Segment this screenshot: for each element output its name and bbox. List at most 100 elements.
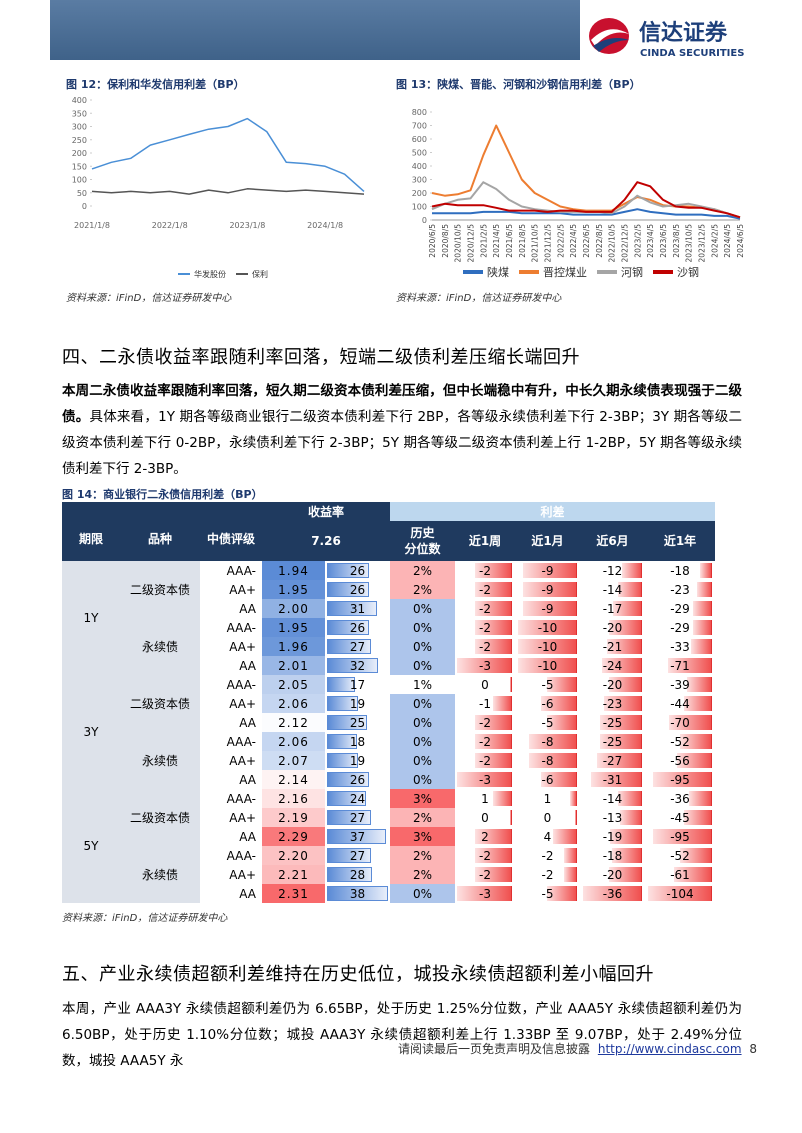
cell-text: 0% <box>412 734 433 749</box>
table-cell: -10 <box>515 656 580 675</box>
footer-url[interactable]: http://www.cindasc.com <box>597 1042 742 1056</box>
table-cell: -36 <box>645 789 715 808</box>
data-bar <box>327 639 371 654</box>
table-cell: 27 <box>325 846 390 865</box>
cell-text: -2 <box>479 734 491 749</box>
data-bar <box>582 886 642 901</box>
cell-text: -23 <box>670 582 690 597</box>
table-cell: -5 <box>515 713 580 732</box>
table-row: AA 2.29 37 3% 2 4 -19 -95 <box>62 827 715 846</box>
table-row: 永续债 AAA- 2.06 18 0% -2 -8 -25 -52 <box>62 732 715 789</box>
table-cell: AAA- <box>200 675 262 694</box>
cell-text: -2 <box>479 563 491 578</box>
data-bar <box>327 582 370 597</box>
chart: 图 13：陕煤、晋能、河钢和沙钢信用利差（BP） 0 100 200 300 400 500… <box>396 77 745 279</box>
data-bar <box>674 867 712 882</box>
table-cell: 2% <box>390 580 455 599</box>
table-cell: 0% <box>390 713 455 732</box>
x-tick-label: 2023/4/5 <box>646 224 655 258</box>
table-cell: 0% <box>390 751 455 770</box>
cell-text: 37 <box>349 829 366 844</box>
cell-text: -2 <box>479 753 491 768</box>
data-bar <box>475 829 512 844</box>
table-cell: -95 <box>645 827 715 846</box>
cell-text: 19 <box>349 696 366 711</box>
data-bar <box>570 791 577 806</box>
cell-text: AA+ <box>229 753 256 768</box>
data-bar <box>691 639 712 654</box>
y-tick-label: 50 <box>77 189 87 198</box>
y-tick-label: 700 <box>412 122 427 131</box>
data-bar <box>618 582 642 597</box>
data-bar <box>668 715 712 730</box>
table-cell: 26 <box>325 618 390 637</box>
data-bar <box>327 886 388 901</box>
cell-text: -25 <box>602 734 623 749</box>
x-tick-label: 2022/8/5 <box>595 224 604 258</box>
legend-label: 保利 <box>252 269 268 279</box>
logo: 信达证券 CINDA SECURITIES <box>589 18 744 59</box>
section-heading: 四、二永债收益率跟随利率回落，短端二级债利差压缩长端回升 <box>62 347 580 368</box>
y-tick-label: 300 <box>72 123 87 132</box>
cell-text: 2.06 <box>278 696 309 711</box>
data-bar <box>653 772 712 787</box>
table-row: AA+ 1.96 27 0% -2 -10 -21 -33 <box>62 637 715 656</box>
source: 资料来源：iFinD，信达证券研发中心 <box>62 913 228 924</box>
cell-text: 26 <box>349 582 366 597</box>
y-tick-label: 800 <box>412 108 427 117</box>
data-bar <box>509 810 512 825</box>
footer-text: 请阅读最后一页免责声明及信息披露 <box>398 1042 591 1056</box>
table-cell: -18 <box>645 561 715 580</box>
cell-text: -5 <box>541 715 554 730</box>
cell-text: -33 <box>670 639 690 654</box>
table-cell: -5 <box>515 884 580 903</box>
cell-text: AA <box>239 658 256 673</box>
legend-label: 华发股份 <box>194 269 226 279</box>
table-cell: 0% <box>390 618 455 637</box>
table-cell: 2.12 <box>262 713 325 732</box>
cell-text: -3 <box>479 658 491 673</box>
table-cell: AA+ <box>200 751 262 770</box>
table-cell: 2.01 <box>262 656 325 675</box>
paragraph-bold: 本周二永债收益率跟随利率回落，短久期二级资本债利差压缩，但中长端稳中有升，中长久… <box>62 383 742 425</box>
series-line <box>432 208 741 220</box>
data-bar <box>457 886 512 901</box>
table-cell: -104 <box>645 884 715 903</box>
table-cell: -9 <box>515 580 580 599</box>
cell-text: -2 <box>479 639 491 654</box>
table-cell: 2.21 <box>262 865 325 884</box>
table-cell: 2.20 <box>262 846 325 865</box>
logo-swoosh <box>593 38 629 52</box>
cell-text: 0% <box>412 696 433 711</box>
data-bar <box>327 601 377 616</box>
cell-text: 38 <box>349 886 366 901</box>
y-tick-label: 200 <box>412 189 427 198</box>
series-line <box>431 181 741 219</box>
cell-text: -31 <box>602 772 623 787</box>
table-cell: -18 <box>580 846 645 865</box>
paragraph: 本周二永债收益率跟随利率回落，短久期二级资本债利差压缩，但中长端稳中有升，中长久… <box>62 378 742 482</box>
data-bar <box>529 753 577 768</box>
table-cell: AAA- <box>200 789 262 808</box>
data-bar <box>327 829 386 844</box>
cell-text: 2.31 <box>278 886 309 901</box>
table-cell: 2 <box>455 827 515 846</box>
y-tick-label: 0 <box>422 216 427 225</box>
table-cell: -2 <box>455 732 515 751</box>
data-bar <box>457 658 512 673</box>
table-cell: -10 <box>515 637 580 656</box>
table-cell: -12 <box>580 561 645 580</box>
table-cell: AA <box>200 713 262 732</box>
data-bar <box>546 715 577 730</box>
data-bar <box>475 734 512 749</box>
cell-text: 2% <box>412 810 433 825</box>
table-cell: 1% <box>390 675 455 694</box>
header-cell: 近1年 <box>645 521 715 561</box>
table-cell: 1.94 <box>262 561 325 580</box>
cell-text: 1% <box>412 677 433 692</box>
cell-text: AAA- <box>226 620 256 635</box>
y-tick-label: 500 <box>412 149 427 158</box>
data-bar <box>621 563 642 578</box>
kind-cell: 二级资本债 <box>120 789 200 846</box>
